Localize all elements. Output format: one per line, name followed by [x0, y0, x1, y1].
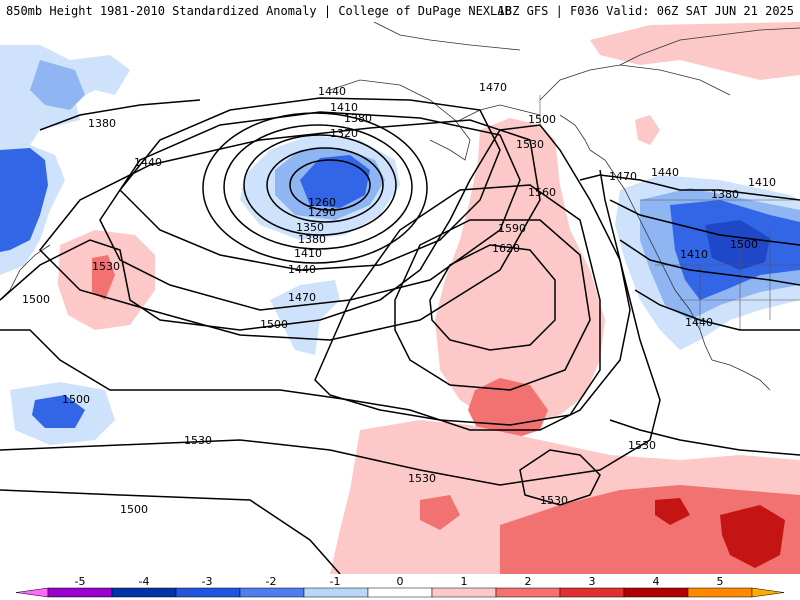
- positive-anomaly-core: [468, 378, 548, 440]
- contour-label: 1290: [308, 206, 336, 219]
- contour-label: 1410: [294, 247, 322, 260]
- positive-anomaly-deep: [655, 498, 690, 525]
- contour-label: 1380: [711, 188, 739, 201]
- contour-label: 1350: [296, 221, 324, 234]
- colorbar-swatch: [111, 587, 177, 598]
- contour-label: 1380: [344, 112, 372, 125]
- colorbar-swatch: [495, 587, 561, 598]
- contour-label: 1410: [680, 248, 708, 261]
- colorbar-ticks: -5 -4 -3 -2 -1 0 1 2 3 4 5: [75, 575, 724, 588]
- negative-anomaly-core: [32, 395, 85, 428]
- colorbar-swatch: [751, 587, 785, 598]
- positive-anomaly-core: [500, 485, 800, 574]
- contour-label: 1440: [318, 85, 346, 98]
- colorbar-tick-label: -3: [202, 575, 213, 588]
- colorbar-tick-label: 1: [461, 575, 468, 588]
- contour-label: 1380: [88, 117, 116, 130]
- colorbar-tick-label: -1: [330, 575, 341, 588]
- colorbar-tick-label: 3: [589, 575, 596, 588]
- colorbar-swatch: [559, 587, 625, 598]
- contour-label: 1410: [748, 176, 776, 189]
- anomaly-map[interactable]: 1440 1410 1380 1320 1260 1290 1350 1380 …: [0, 22, 800, 574]
- contour-label: 1500: [528, 113, 556, 126]
- colorbar-tick-label: 2: [525, 575, 532, 588]
- colorbar-tick-label: 4: [653, 575, 660, 588]
- negative-anomaly-area: [270, 280, 340, 355]
- contour-label: 1560: [528, 186, 556, 199]
- colorbar-swatch: [15, 587, 49, 598]
- contour-labels: 1440 1410 1380 1320 1260 1290 1350 1380 …: [22, 81, 776, 516]
- contour-label: 1320: [330, 127, 358, 140]
- positive-anomaly-deep: [720, 505, 785, 568]
- contour-label: 1500: [260, 318, 288, 331]
- positive-anomaly-area: [635, 115, 660, 145]
- contour-label: 1440: [685, 316, 713, 329]
- coastlines: [0, 22, 800, 391]
- negative-anomaly-core: [0, 148, 48, 252]
- colorbar-swatch: [623, 587, 689, 598]
- contour-label: 1440: [288, 263, 316, 276]
- contour-label: 1500: [120, 503, 148, 516]
- contour-label: 1500: [730, 238, 758, 251]
- contour-label: 1590: [498, 222, 526, 235]
- political-borders: [539, 95, 800, 330]
- contour-label: 1470: [479, 81, 507, 94]
- colorbar-tick-label: -5: [75, 575, 86, 588]
- positive-anomaly-core: [92, 255, 115, 300]
- contour-label: 1470: [609, 170, 637, 183]
- run-info: 18Z GFS | F036 Valid: 06Z SAT JUN 21 202…: [497, 4, 794, 18]
- map-title: 850mb Height 1981-2010 Standardized Anom…: [6, 4, 512, 18]
- negative-anomaly-area: [30, 60, 85, 110]
- contour-label: 1440: [134, 156, 162, 169]
- colorbar-swatches: [15, 587, 785, 598]
- colorbar-swatch: [367, 587, 433, 598]
- colorbar-tick-label: -4: [139, 575, 150, 588]
- height-contours: [0, 97, 800, 574]
- contour-label: 1470: [288, 291, 316, 304]
- contour-label: 1440: [651, 166, 679, 179]
- anomaly-shading: [0, 22, 800, 574]
- colorbar-swatch: [431, 587, 497, 598]
- colorbar-swatch: [239, 587, 305, 598]
- contour-label: 1260: [308, 196, 336, 209]
- map-header: 850mb Height 1981-2010 Standardized Anom…: [0, 0, 800, 22]
- colorbar-swatch: [687, 587, 753, 598]
- colorbar-tick-label: 5: [717, 575, 724, 588]
- contour-label: 1530: [516, 138, 544, 151]
- contour-label: 1530: [92, 260, 120, 273]
- contour-label: 1530: [628, 439, 656, 452]
- negative-anomaly-core: [300, 155, 370, 208]
- positive-anomaly-core: [420, 495, 460, 530]
- colorbar-tick-label: -2: [266, 575, 277, 588]
- contour-label: 1530: [184, 434, 212, 447]
- contour-label: 1530: [408, 472, 436, 485]
- contour-label: 1410: [330, 101, 358, 114]
- colorbar-tick-label: 0: [397, 575, 404, 588]
- contour-label: 1500: [62, 393, 90, 406]
- contour-label: 1500: [22, 293, 50, 306]
- colorbar-swatch: [303, 587, 369, 598]
- contour-label: 1530: [540, 494, 568, 507]
- positive-anomaly-area: [435, 118, 605, 425]
- contour-label: 1620: [492, 242, 520, 255]
- colorbar-swatch: [47, 587, 113, 598]
- anomaly-colorbar: -5 -4 -3 -2 -1 0 1 2 3 4 5: [0, 574, 800, 600]
- positive-anomaly-area: [590, 22, 800, 80]
- colorbar-swatch: [175, 587, 241, 598]
- negative-anomaly-deep: [705, 220, 770, 270]
- contour-label: 1380: [298, 233, 326, 246]
